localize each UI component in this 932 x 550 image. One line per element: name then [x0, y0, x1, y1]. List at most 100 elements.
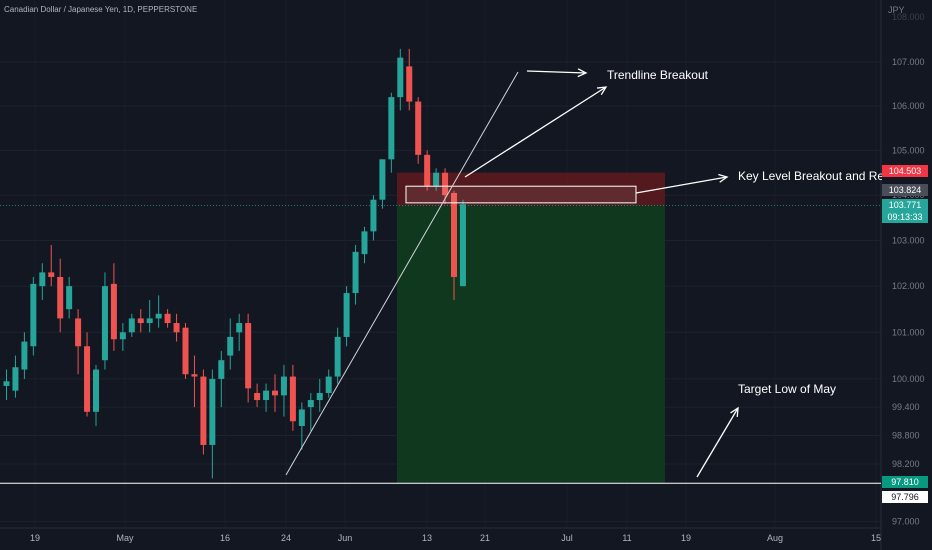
candle-bullish [39, 272, 46, 287]
candle-bullish [397, 57, 404, 98]
candle-bullish [155, 313, 162, 319]
candle-bullish [12, 367, 19, 391]
y-tick-label: 103.000 [892, 235, 925, 245]
x-tick-label: Jun [338, 533, 353, 543]
annotation-key-level: Key Level Breakout and Retest [738, 169, 882, 183]
candle-bullish [209, 378, 216, 445]
annotation-trendline-breakout: Trendline Breakout [607, 68, 708, 82]
candle-bearish [245, 323, 252, 389]
candle-bullish [263, 390, 270, 401]
x-tick-label: 11 [622, 533, 631, 543]
y-tick-label: 100.000 [892, 374, 925, 384]
x-tick-label: 13 [422, 533, 432, 543]
x-tick-label: Jul [561, 533, 573, 543]
candle-bearish [451, 192, 457, 277]
candle-bullish [352, 251, 359, 294]
target-line-tag: 97.796 [882, 491, 928, 503]
candle-bullish [66, 286, 73, 310]
candle-bullish [325, 376, 332, 393]
y-tick-label: 99.400 [892, 402, 920, 412]
candle-bearish [191, 374, 198, 377]
candle-bullish [218, 360, 225, 379]
arrow-key-level [635, 176, 728, 194]
candle-bullish [459, 204, 466, 287]
take-profit-zone [397, 205, 665, 483]
y-tick-label: 98.200 [892, 459, 920, 469]
candle-bearish [84, 346, 91, 412]
stop-loss-zone [397, 172, 665, 206]
arrow-top-head [577, 68, 588, 78]
candle-bearish [442, 172, 449, 196]
candle-bearish [406, 66, 413, 102]
x-tick-label: 24 [281, 533, 291, 543]
currency-label: JPY [888, 5, 905, 15]
candle-bearish [57, 276, 64, 319]
candle-bearish [164, 313, 171, 324]
candle-bearish [173, 323, 180, 333]
x-tick-label: 19 [681, 533, 691, 543]
x-tick-label: 15 [871, 533, 881, 543]
entry-price-tag: 103.824 [882, 184, 928, 196]
candle-bearish [200, 376, 207, 445]
candle-bearish [48, 272, 55, 277]
x-tick-label: 16 [220, 533, 230, 543]
arrow-trendline-breakout [464, 86, 607, 178]
candle-bullish [21, 341, 28, 370]
candle-bullish [101, 286, 108, 361]
candle-bearish [110, 283, 117, 340]
candle-bullish [361, 231, 368, 255]
y-tick-label: 105.000 [892, 145, 925, 155]
y-tick-label: 98.800 [892, 430, 920, 440]
candle-bullish [334, 336, 341, 377]
stop-price-tag: 104.503 [882, 165, 928, 177]
y-tick-label: 101.000 [892, 327, 925, 337]
candle-bearish [272, 390, 278, 396]
arrow-key-level-head [718, 173, 729, 183]
y-tick-label: 102.000 [892, 281, 925, 291]
y-tick-label: 107.000 [892, 57, 925, 67]
y-tick-label: 97.000 [892, 517, 920, 527]
candle-bullish [128, 318, 135, 333]
arrow-target-head [730, 406, 739, 418]
arrow-target [696, 407, 739, 478]
x-tick-label: 21 [480, 533, 490, 543]
target-price-tag: 97.810 [882, 476, 928, 488]
countdown-tag: 09:13:33 [882, 211, 928, 223]
arrow-trendline-breakout-head [596, 86, 608, 96]
candle-bullish [298, 409, 305, 426]
candle-bullish [388, 97, 395, 160]
x-tick-label: May [116, 533, 134, 543]
candle-bullish [370, 199, 377, 232]
candle-bullish [433, 172, 440, 187]
x-tick-label: 19 [30, 533, 40, 543]
candle-bearish [424, 154, 431, 187]
candle-bearish [137, 318, 144, 324]
candle-bearish [75, 318, 82, 347]
annotation-target-low: Target Low of May [738, 382, 837, 396]
candle-bullish [307, 400, 314, 408]
candle-bullish [316, 392, 323, 401]
chart-title: Canadian Dollar / Japanese Yen, 1D, PEPP… [4, 5, 198, 14]
candle-bearish [182, 327, 189, 375]
key-level-box [405, 185, 637, 204]
candle-bullish [146, 318, 153, 324]
last-price-tag: 103.771 [882, 199, 928, 211]
candle-bullish [227, 336, 234, 356]
x-tick-label: Aug [767, 533, 783, 543]
candle-bullish [280, 376, 287, 396]
y-tick-label: 106.000 [892, 101, 925, 111]
arrow-top [526, 70, 587, 74]
candle-bullish [119, 332, 126, 340]
candle-bullish [93, 369, 99, 412]
candle-bullish [30, 283, 37, 347]
candle-bullish [3, 381, 10, 386]
trendline [285, 71, 519, 476]
candle-bearish [254, 392, 261, 401]
y-tick-label-faded: 108.000 [892, 12, 925, 22]
candle-bullish [343, 293, 350, 337]
candle-bullish [379, 159, 386, 200]
candle-bearish [415, 101, 422, 155]
candle-bullish [236, 323, 243, 333]
